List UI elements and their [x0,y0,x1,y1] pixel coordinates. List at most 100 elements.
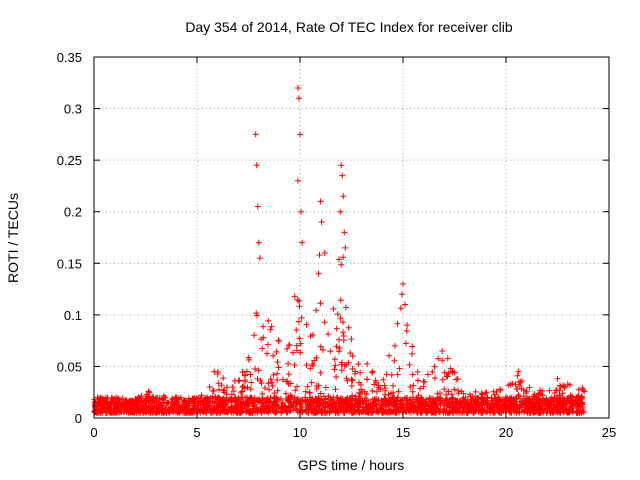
data-point [338,367,345,374]
y-tick-label: 0 [75,411,82,426]
data-point [478,402,485,409]
data-point [296,303,303,310]
data-point [435,355,442,362]
data-point [388,390,395,397]
data-point [340,193,347,200]
data-point [515,368,522,375]
data-point [234,403,241,410]
data-point [533,400,540,407]
data-point [342,304,349,311]
data-point [265,317,272,324]
data-point [337,297,344,304]
data-point [273,348,280,355]
data-point [107,401,114,408]
data-point [136,407,143,414]
data-point [123,396,130,403]
data-point [304,404,311,411]
data-point [110,409,117,416]
data-point [324,403,331,410]
data-point [191,405,198,412]
data-point [327,348,334,355]
data-point [403,340,410,347]
data-point [502,402,509,409]
data-point [181,409,188,416]
data-point [174,399,181,406]
data-point [379,409,386,416]
data-point [106,405,113,412]
data-point [299,408,306,415]
data-point [212,393,219,400]
data-point [297,349,304,356]
data-point [523,408,530,415]
data-point [340,400,347,407]
data-point [441,369,448,376]
data-point [174,408,181,415]
data-point [554,403,561,410]
data-point [343,361,350,368]
data-point [330,402,337,409]
data-point [206,406,213,413]
data-point [539,400,546,407]
data-point [382,395,389,402]
data-point [161,394,168,401]
data-point [479,409,486,416]
data-point [510,404,517,411]
data-point [306,399,313,406]
data-point [349,377,356,384]
data-point [410,382,417,389]
data-point [153,404,160,411]
data-point [140,409,147,416]
data-point [420,383,427,390]
data-point [530,393,537,400]
data-point [336,397,343,404]
data-point [325,331,332,338]
data-point [112,399,119,406]
data-point [478,390,485,397]
data-point [357,369,364,376]
data-point [539,408,546,415]
data-point [313,409,320,416]
data-point [506,408,513,415]
data-point [465,400,472,407]
data-point [449,394,456,401]
data-point [522,390,529,397]
data-point [507,381,514,388]
data-point [387,395,394,402]
data-point [383,371,390,378]
data-point [349,392,356,399]
data-point [371,381,378,388]
data-point [253,162,260,169]
data-point [283,405,290,412]
data-point [121,404,128,411]
data-point [274,370,281,377]
data-point [137,399,144,406]
data-point [353,399,360,406]
data-point [339,172,346,179]
data-point [448,399,455,406]
data-point [124,407,131,414]
data-point [507,395,514,402]
data-point [229,384,236,391]
data-point [388,371,395,378]
data-point [453,376,460,383]
data-point [295,95,302,102]
data-point [512,381,519,388]
data-point [432,397,439,404]
data-point [224,384,231,391]
data-point [551,389,558,396]
y-tick-label: 0.15 [57,256,82,271]
data-point [536,387,543,394]
data-point [410,394,417,401]
data-point [265,399,272,406]
data-point [341,363,348,370]
data-point [394,404,401,411]
data-point [303,321,310,328]
data-point [560,406,567,413]
data-point [332,409,339,416]
data-point [99,406,106,413]
data-point [247,395,254,402]
data-point [296,335,303,342]
data-point [327,396,334,403]
data-point [211,408,218,415]
data-point [573,394,580,401]
